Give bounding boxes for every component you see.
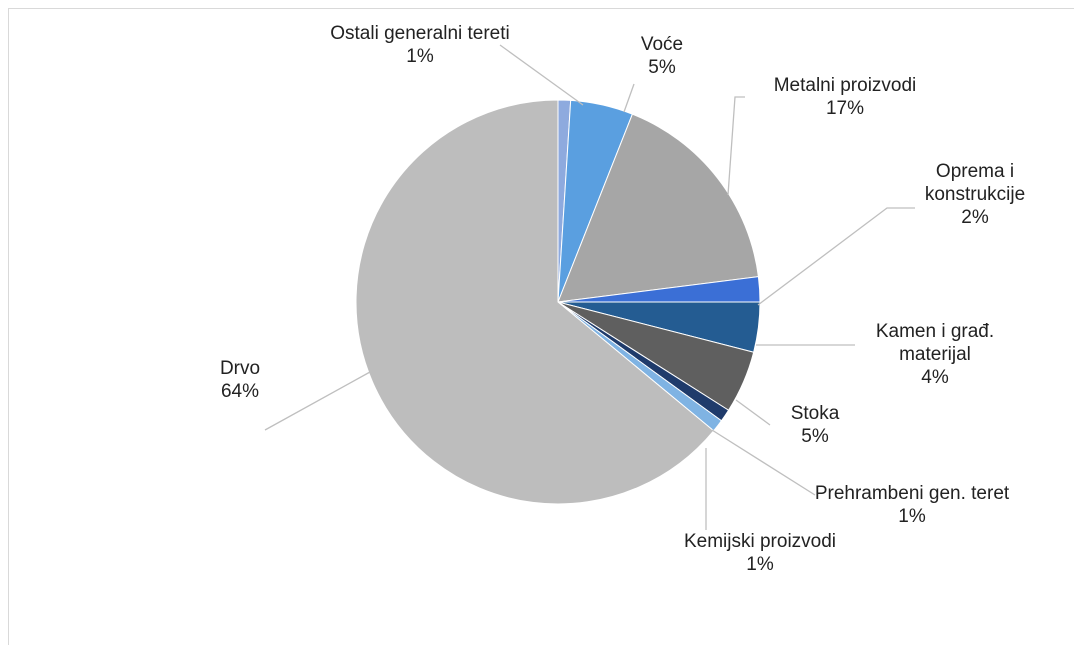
value-label: 5% — [648, 57, 676, 78]
data-label: Prehrambeni gen. teret 1% — [812, 482, 1012, 528]
leader-line — [623, 83, 635, 113]
data-label: Kemijski proizvodi 1% — [660, 530, 860, 576]
pie-slice — [355, 99, 715, 505]
leader-line — [711, 429, 816, 496]
leader-line — [735, 399, 771, 426]
data-label: Oprema i konstrukcije 2% — [905, 160, 1045, 229]
category-label: Kamen i građ. materijal — [875, 321, 995, 365]
value-label: 17% — [825, 98, 865, 119]
data-label: Metalni proizvodi 17% — [745, 74, 945, 120]
value-label: 1% — [406, 46, 434, 67]
category-label: Prehrambeni gen. teret — [814, 483, 1010, 504]
data-label: Stoka 5% — [775, 402, 855, 448]
value-label: 5% — [801, 426, 829, 447]
category-label: Voće — [640, 34, 684, 55]
pie-slice — [557, 113, 759, 303]
category-label: Drvo — [219, 358, 261, 379]
data-label: Kamen i građ. materijal 4% — [855, 320, 1015, 389]
data-label: Drvo 64% — [200, 357, 280, 403]
leader-line — [499, 44, 584, 106]
value-label: 1% — [898, 506, 926, 527]
value-label: 1% — [746, 554, 774, 575]
category-label: Metalni proizvodi — [773, 75, 917, 96]
data-label: Voće 5% — [622, 33, 702, 79]
chart-frame — [8, 8, 1074, 645]
leader-line — [264, 371, 371, 431]
value-label: 64% — [220, 381, 260, 402]
leader-line — [727, 96, 745, 196]
value-label: 2% — [961, 207, 989, 228]
data-label: Ostali generalni tereti 1% — [325, 22, 515, 68]
value-label: 4% — [921, 367, 949, 388]
category-label: Kemijski proizvodi — [683, 531, 837, 552]
category-label: Stoka — [790, 403, 840, 424]
leader-line — [757, 207, 915, 306]
category-label: Ostali generalni tereti — [330, 23, 510, 44]
category-label: Oprema i konstrukcije — [924, 161, 1026, 205]
